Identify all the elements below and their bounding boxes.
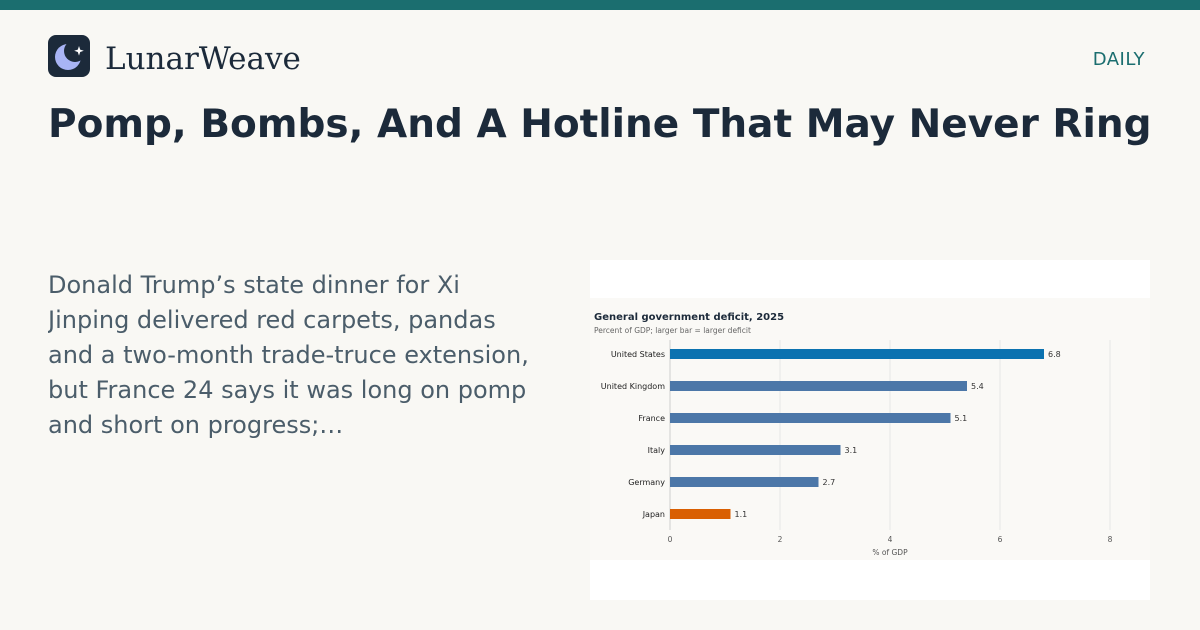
category-label: United Kingdom [601,382,665,391]
bar [670,349,1044,359]
value-label: 2.7 [823,478,836,487]
bar [670,477,819,487]
section-label[interactable]: DAILY [1092,49,1145,70]
x-tick-label: 8 [1108,535,1113,544]
bar [670,413,951,423]
brand-name[interactable]: LunarWeave [105,41,301,77]
category-label: Japan [642,510,665,519]
category-label: Italy [648,446,666,455]
x-tick-label: 2 [778,535,783,544]
top-accent-bar [0,0,1200,10]
value-label: 3.1 [845,446,858,455]
x-tick-label: 6 [998,535,1003,544]
deficit-bar-chart: General government deficit, 2025 Percent… [594,312,1113,557]
x-tick-label: 0 [668,535,673,544]
x-tick-label: 4 [888,535,893,544]
chart-card: General government deficit, 2025 Percent… [590,260,1150,600]
value-label: 5.4 [971,382,984,391]
bar [670,509,731,519]
moon-star-icon[interactable] [48,35,90,77]
chart-title: General government deficit, 2025 [594,312,784,323]
chart-panel: General government deficit, 2025 Percent… [590,298,1150,560]
chart-subtitle: Percent of GDP; larger bar = larger defi… [594,326,751,335]
article-headline: Pomp, Bombs, And A Hotline That May Neve… [48,102,1152,147]
value-label: 1.1 [735,510,748,519]
x-axis-label: % of GDP [872,548,908,557]
value-label: 6.8 [1048,350,1061,359]
bar [670,445,841,455]
category-label: France [638,414,665,423]
category-label: Germany [628,478,665,487]
category-label: United States [611,350,665,359]
bar [670,381,967,391]
value-label: 5.1 [955,414,968,423]
article-summary: Donald Trump’s state dinner for Xi Jinpi… [48,271,529,439]
